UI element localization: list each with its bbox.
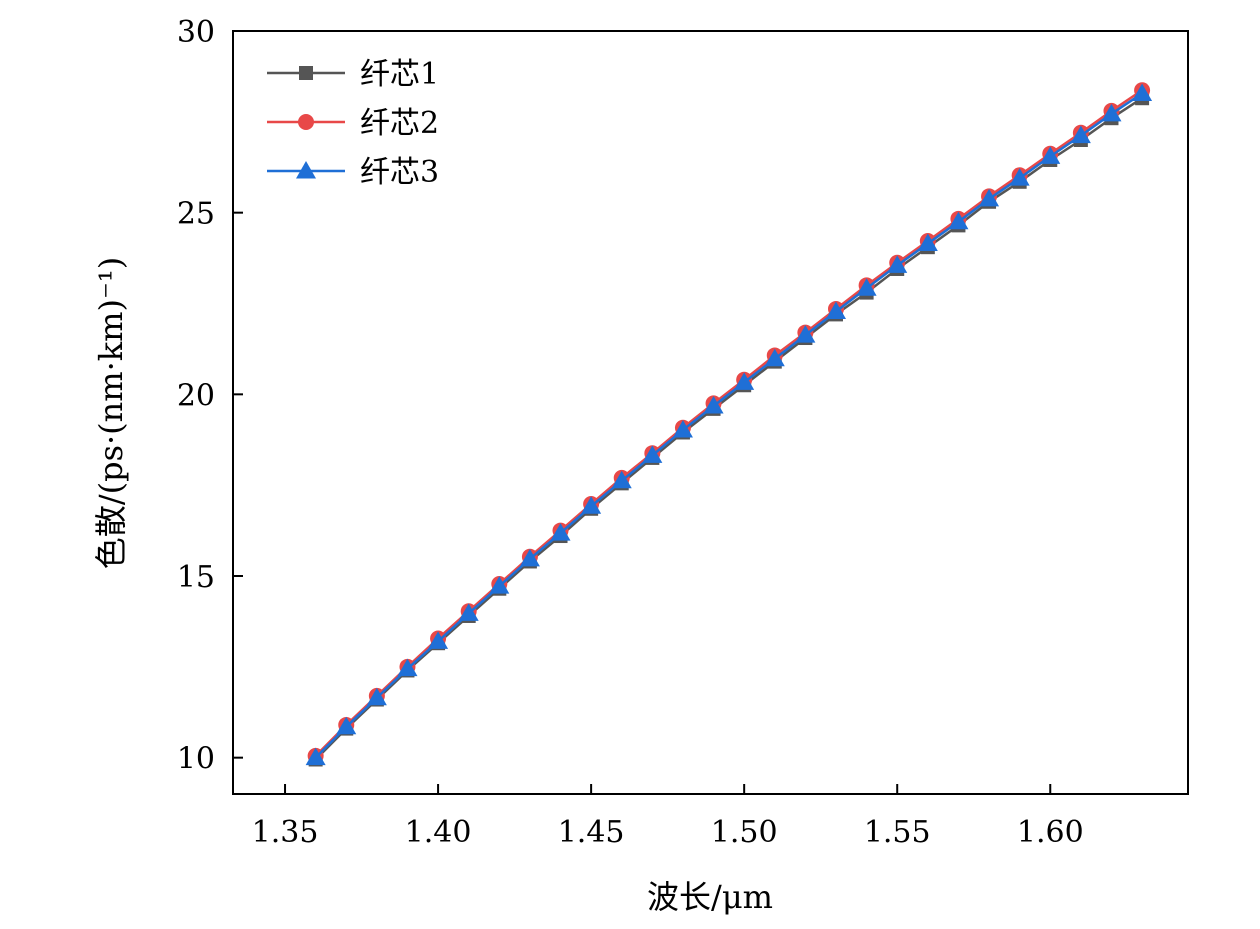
legend-item: 纤芯2 [267, 106, 439, 141]
legend-marker [296, 161, 316, 179]
data-point [856, 278, 877, 296]
legend-label: 纤芯1 [360, 57, 439, 92]
data-point [948, 211, 969, 230]
y-tick-label: 20 [177, 378, 215, 413]
data-point [795, 325, 816, 343]
plot-frame [232, 30, 1189, 795]
data-point [1009, 168, 1030, 186]
data-point [917, 233, 938, 252]
legend-item: 纤芯3 [267, 155, 439, 190]
data-point [1101, 103, 1122, 122]
data-point [428, 631, 449, 649]
data-point [519, 548, 540, 567]
data-point [581, 496, 602, 514]
legend-marker [298, 114, 314, 130]
legend-label: 纤芯2 [360, 106, 439, 141]
data-point [642, 445, 663, 463]
series-line [314, 97, 1143, 761]
x-tick-label: 1.55 [864, 815, 931, 850]
series-3 [305, 83, 1153, 766]
x-tick-label: 1.45 [558, 815, 625, 850]
y-tick-label: 15 [177, 560, 215, 595]
x-tick-label: 1.35 [252, 815, 319, 850]
legend-label: 纤芯3 [360, 155, 439, 190]
data-point [397, 658, 418, 677]
x-tick-label: 1.50 [711, 815, 778, 850]
plot-layer [305, 82, 1153, 767]
x-tick-label: 1.40 [405, 815, 472, 850]
legend: 纤芯1 纤芯2 纤芯3 [267, 57, 439, 190]
data-point [305, 747, 326, 766]
data-point [672, 419, 693, 438]
data-point [825, 301, 846, 319]
data-point [887, 255, 908, 273]
y-tick-label: 10 [177, 742, 215, 777]
y-axis-title: 色散/(ps·(nm·km)⁻¹) [92, 257, 130, 569]
data-point [703, 395, 724, 414]
series-1 [308, 91, 1150, 767]
data-point [1070, 125, 1091, 144]
legend-item: 纤芯1 [267, 57, 439, 92]
data-point [458, 603, 479, 621]
y-tick-label: 25 [177, 197, 215, 232]
data-point [550, 523, 571, 541]
data-point [611, 470, 632, 489]
data-point [979, 188, 1000, 207]
ticks-layer: 1.35 1.40 1.45 1.50 1.55 1.60 10 15 20 25 30 [177, 15, 1084, 850]
y-tick-label: 30 [177, 15, 215, 50]
data-point [1132, 83, 1153, 101]
series-line [314, 89, 1143, 757]
data-point [336, 716, 357, 735]
data-point [366, 687, 387, 706]
x-axis-title: 波长/μm [647, 878, 773, 916]
series-line [314, 92, 1143, 759]
legend-marker [299, 66, 313, 80]
data-point [489, 576, 510, 594]
data-point [734, 372, 755, 390]
data-point [1040, 146, 1061, 164]
x-tick-label: 1.60 [1017, 815, 1084, 850]
data-point [764, 348, 785, 367]
